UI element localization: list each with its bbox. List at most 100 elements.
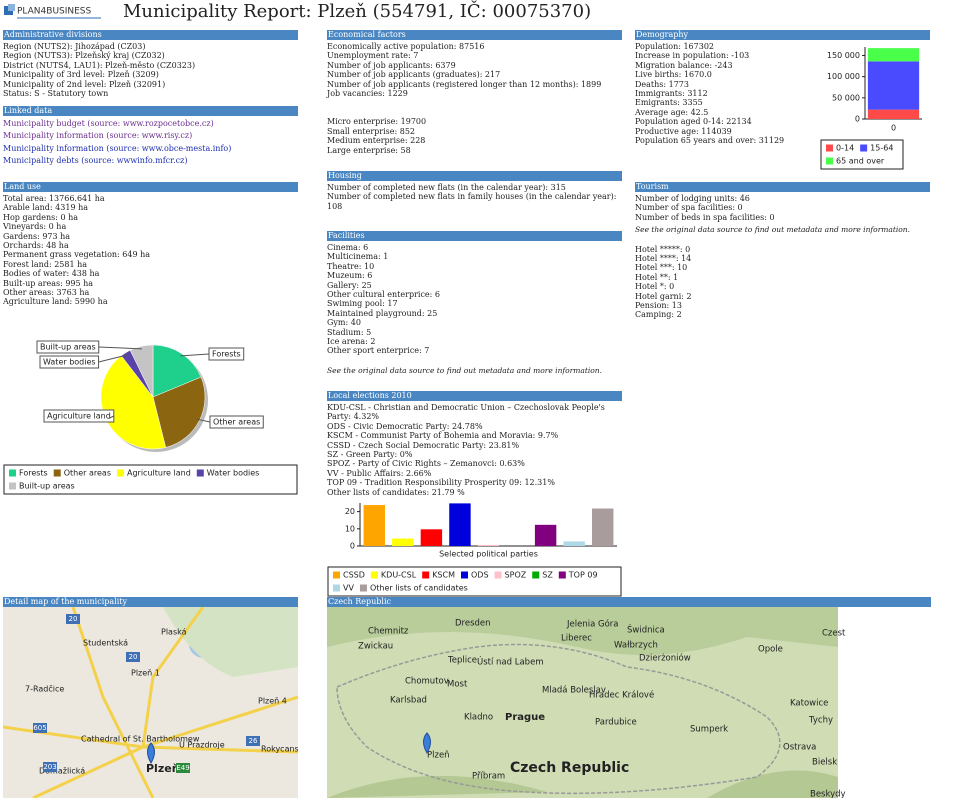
legend-label: Built-up areas [19,482,75,491]
text-line: Region (NUTS3): Plzeňský kraj (CZ032) [3,51,165,61]
detail-map[interactable]: Studentská Plaská Plzeň 1 7-Radčice Plzeň 4 C… [3,607,298,798]
text-line: SZ - Green Party: 0% [327,450,413,460]
road-number: 20 [129,653,138,661]
map-label: Domažlická [39,767,85,776]
map-label: Hradec Králové [589,690,654,701]
legend-swatch [9,469,16,477]
map-label: Tychy [808,716,833,726]
section-header: Linked data [3,106,298,116]
map-label: Cathedral of St. Bartholomew [81,735,200,744]
section: Demography Population: 167302 Increase in … [635,30,930,145]
map-label: Plzeň [427,750,450,761]
legend-label: SZ [542,571,553,580]
map-label: Liberec [561,634,592,644]
pie-connector [98,354,128,363]
text-line: Built-up areas: 995 ha [3,278,94,288]
road-shield [176,763,190,773]
legend-swatch [494,571,502,579]
text-line: Number of spa facilities: 0 [635,203,743,213]
text-line: Hotel *: 0 [635,282,675,292]
map-label: Plzeň [146,762,180,775]
text-line: Cinema: 6 [327,243,369,252]
text-line: CSSD - Czech Social Democratic Party: 23… [327,440,520,450]
map-label: Most [447,680,468,690]
text-line: Economically active population: 87516 [327,42,485,51]
map-label: U Prazdroje [179,741,225,750]
text-line: SPOZ - Party of Civic Rights – Zemanovci… [327,459,525,469]
text-line: Hotel ****: 14 [635,254,692,264]
section: Linked data Municipality budget (source: … [3,106,298,167]
text-line: Number of lodging units: 46 [635,194,750,203]
text-line: Productive age: 114039 [635,126,732,136]
map-label: Karlsbad [390,696,427,706]
land-use-chart: Forests Other areas Agriculture land Water … [3,340,298,495]
text-line: Forest land: 2581 ha [3,259,88,269]
legend-swatch [359,584,367,592]
legend-box [3,464,298,495]
map-label: Kladno [464,713,493,723]
country-map[interactable]: Chemnitz Dresden Jelenia Góra Świdnica Zwick… [327,607,931,798]
text-line: Number of completed new flats in family … [327,192,617,211]
text-line: Job vacancies: 1229 [327,89,408,99]
text-line: KDU-CSL - Christian and Democratic Union… [327,403,605,422]
map-label: Plzeň 4 [258,696,287,706]
text-line: Bodies of water: 438 ha [3,269,100,279]
map-label: Ústí nad Labem [477,656,544,668]
map-pin [147,742,155,764]
text-line: Gym: 40 [327,318,361,328]
legend-label: 0-14 [836,144,854,153]
link[interactable]: Municipality debts (source: wwwinfo.mfcr… [3,155,188,165]
pie-label: Built-up areas [40,343,96,352]
bar [392,538,414,546]
pie-label: Water bodies [43,358,96,367]
text-line: Live births: 1670.0 [635,70,712,80]
text-line: District (NUTS4, LAU1): Plzeň-město (CZ0… [3,60,196,70]
bar [534,524,557,546]
map-border [336,643,781,795]
map-label: Chomutov [405,677,449,687]
legend-swatch [116,469,124,477]
text-line: Swiming pool: 17 [327,299,398,309]
text-line: Hotel ***: 10 [635,263,688,273]
logo: PLAN4BUSINESS [4,4,101,19]
link[interactable]: Municipality information (source: www.ri… [3,131,193,141]
road-shield [246,736,260,746]
legend-label: 65 and over [836,157,885,166]
text-line: Number of beds in spa facilities: 0 [635,212,775,222]
legend-swatch [53,469,61,477]
pie-connector [108,415,115,419]
text-line: Unemployment rate: 7 [327,51,419,61]
y-tick-label: 0 [350,542,355,551]
legend-swatch [333,571,340,579]
legend-swatch [826,144,833,152]
text-line: Population aged 0-14: 22134 [635,117,752,127]
map-label: Opole [758,645,783,655]
map-label: Dresden [455,619,491,629]
text-line: Medium enterprise: 228 [327,136,426,146]
text-line: Immigrants: 3112 [635,89,708,99]
link[interactable]: Municipality budget (source: www.rozpoce… [3,119,214,128]
map-road [71,607,155,798]
text-line: Other cultural enterprice: 6 [327,290,440,300]
page-title: Municipality Report: Plzeň (554791, IČ: … [123,1,592,22]
legend-label: KDU-CSL [381,571,417,580]
map-label: 7-Radčice [25,684,64,694]
text-line: Municipality of 2nd level: Plzeň (32091) [3,79,166,89]
legend-label: Other areas [64,469,111,478]
text-line: Increase in population: -103 [635,51,750,61]
map-road [32,745,144,798]
text-line: Orchards: 48 ha [3,241,69,251]
text-line: Camping: 2 [635,310,682,320]
text-line: KSCM - Communist Party of Bohemia and Mo… [327,431,559,441]
section: Land use Total area: 13766.641 ha Arable l… [3,182,298,307]
pie-connector [98,346,142,350]
link[interactable]: Municipality information (source: www.ob… [3,143,232,153]
map-road [142,695,298,749]
section: Czech Republic [327,597,931,609]
text-line: Number of completed new flats (in the ca… [327,183,566,192]
y-tick-label: 20 [345,507,355,516]
text-line: Number of job applicants (graduates): 21… [327,70,501,80]
map-label: Chemnitz [368,627,409,637]
text-line: Status: S - Statutory town [3,89,109,99]
legend-swatch [558,571,566,579]
